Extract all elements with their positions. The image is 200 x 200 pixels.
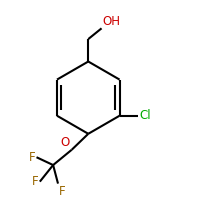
Text: F: F bbox=[29, 151, 35, 164]
Text: OH: OH bbox=[102, 15, 120, 28]
Text: O: O bbox=[61, 136, 70, 149]
Text: F: F bbox=[32, 175, 39, 188]
Text: F: F bbox=[58, 185, 65, 198]
Text: Cl: Cl bbox=[139, 109, 151, 122]
